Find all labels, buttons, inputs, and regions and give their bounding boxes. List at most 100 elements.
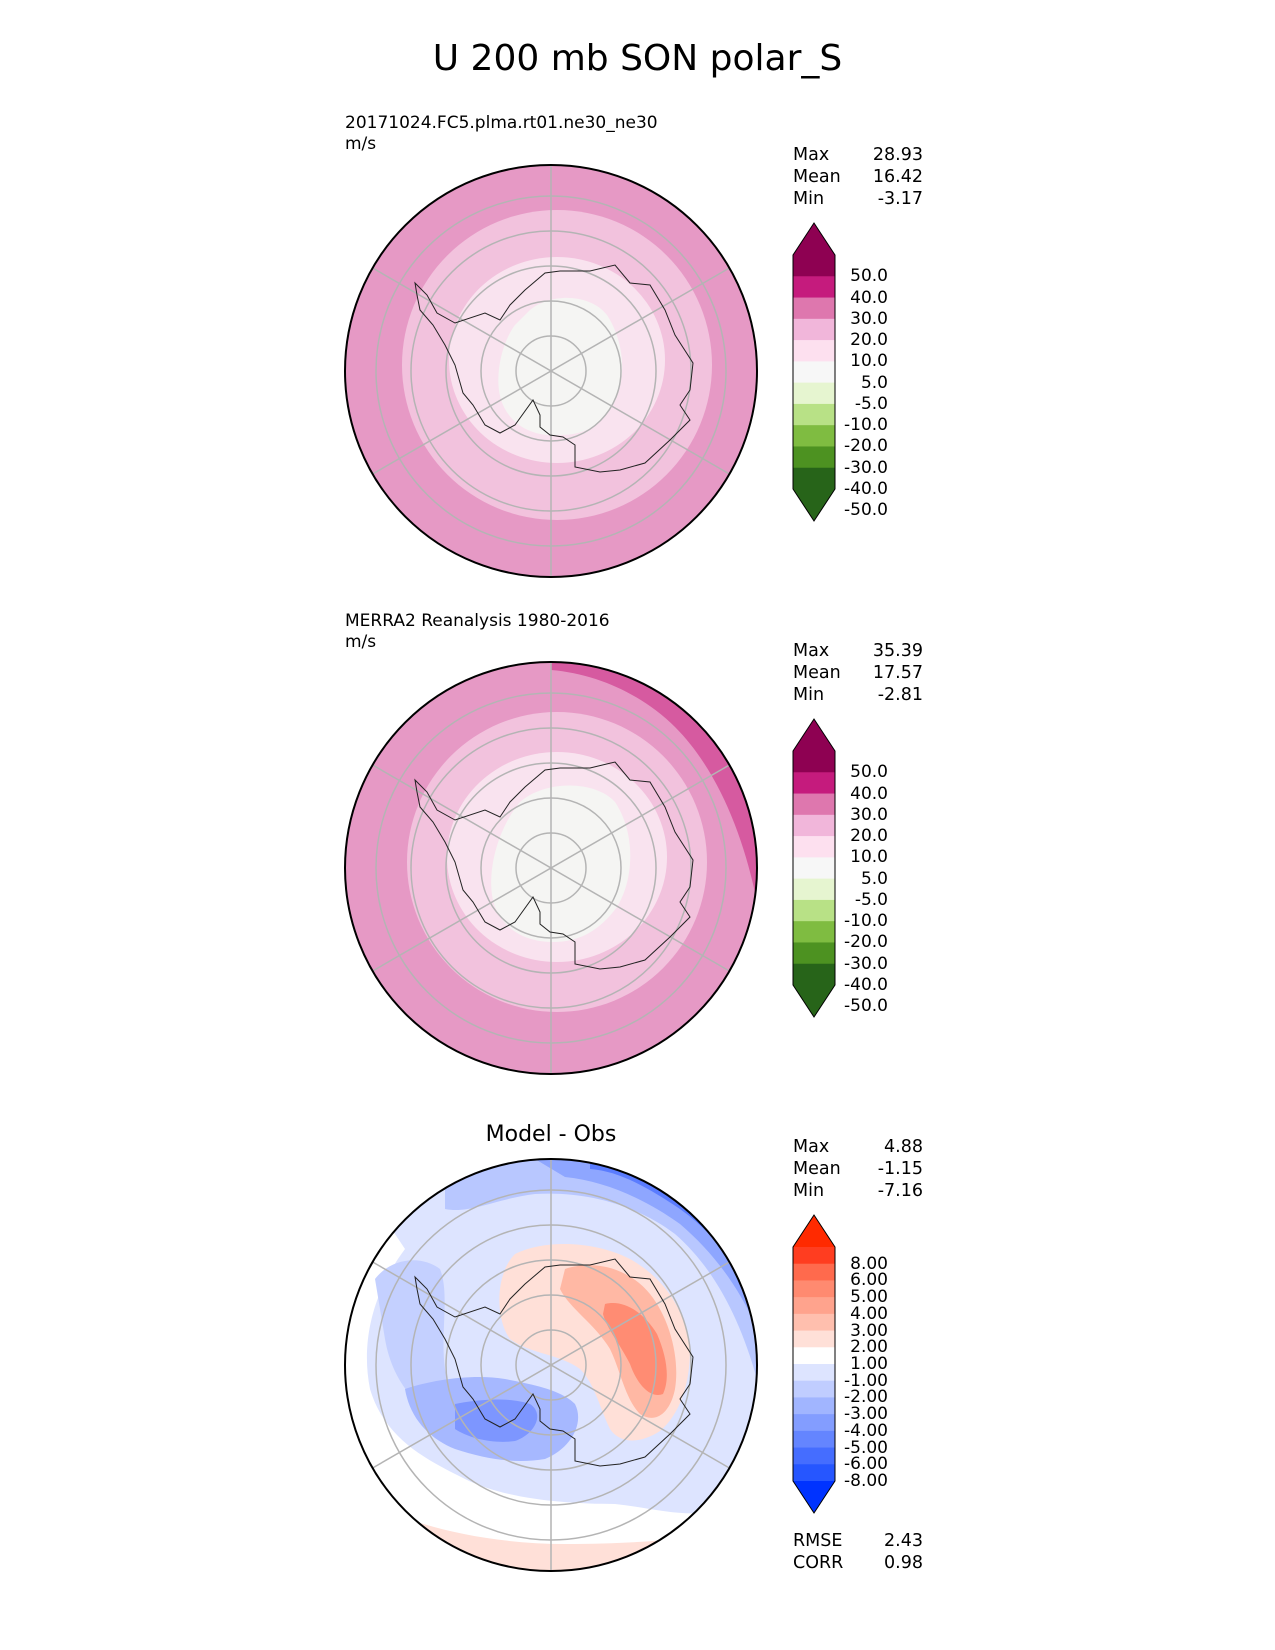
panel-2-case-label: MERRA2 Reanalysis 1980-2016 m/s xyxy=(345,611,610,653)
colorbar-segment xyxy=(793,1397,835,1415)
colorbar-tick-label: -8.00 xyxy=(844,1471,888,1491)
panel-2-stat-min: -2.81 xyxy=(877,685,923,705)
colorbar-segment xyxy=(793,836,835,858)
colorbar-tick-label: 30.0 xyxy=(850,308,888,329)
colorbar-over-cap xyxy=(793,1215,835,1247)
colorbar-segment xyxy=(793,446,835,469)
colorbar-segment xyxy=(793,1364,835,1382)
colorbar-tick-label: 1.00 xyxy=(850,1354,888,1374)
figure-title: U 200 mb SON polar_S xyxy=(432,38,843,79)
colorbar-over-cap xyxy=(793,719,835,751)
colorbar-tick-label: 20.0 xyxy=(850,826,888,847)
panel-2-stat-max-label: Max xyxy=(793,641,830,661)
colorbar-tick-label: -1.00 xyxy=(844,1370,888,1391)
colorbar-segment xyxy=(793,1430,835,1449)
colorbar-segment xyxy=(793,857,835,880)
colorbar-tick-label: -20.0 xyxy=(844,932,888,953)
panel-2-stat-mean: 17.57 xyxy=(872,663,923,683)
panel-3-title: Model - Obs xyxy=(485,1122,617,1147)
colorbar-tick-label: -6.00 xyxy=(844,1454,888,1475)
colorbar-tick-label: -5.0 xyxy=(854,393,888,414)
panel-3-stats: Max 4.88 Mean -1.15 Min -7.16 xyxy=(793,1136,923,1202)
panel-2-map-border xyxy=(344,661,758,1075)
colorbar-segment xyxy=(793,403,835,426)
panel-3-metrics: RMSE 2.43 CORR 0.98 xyxy=(793,1530,923,1574)
colorbar-tick-label: 5.0 xyxy=(860,868,888,889)
colorbar-under-cap xyxy=(793,985,835,1017)
colorbar-segment xyxy=(793,878,835,901)
panel-2-stat-min-label: Min xyxy=(793,685,825,705)
panel-1-map-border xyxy=(344,164,758,578)
panel-2-stat-max: 35.39 xyxy=(872,641,923,661)
panel-3-colorbar xyxy=(792,1214,836,1514)
colorbar-segment xyxy=(793,425,835,447)
colorbar-outline xyxy=(792,222,836,522)
panel-1-stat-min-label: Min xyxy=(793,189,825,209)
colorbar-segment xyxy=(793,382,835,405)
panel-2-units: m/s xyxy=(345,632,377,652)
colorbar-tick-label: 30.0 xyxy=(850,804,888,825)
colorbar-tick-label: 50.0 xyxy=(850,266,888,287)
panel-1-case-label: 20171024.FC5.plma.rt01.ne30_ne30 m/s xyxy=(345,113,658,155)
colorbar-segment xyxy=(793,1464,835,1482)
colorbar-tick-label: -40.0 xyxy=(844,975,888,995)
colorbar-under-cap xyxy=(793,489,835,521)
panel-2-stats: Max 35.39 Mean 17.57 Min -2.81 xyxy=(793,640,923,706)
colorbar-tick-label: 50.0 xyxy=(850,762,888,783)
colorbar-segment xyxy=(793,297,835,320)
colorbar-segment xyxy=(793,340,835,362)
colorbar-tick-label: 40.0 xyxy=(850,783,888,804)
colorbar-segment xyxy=(793,467,835,490)
panel-3-stat-min-label: Min xyxy=(793,1181,825,1201)
panel-1-stats: Max 28.93 Mean 16.42 Min -3.17 xyxy=(793,144,923,210)
panel-3-contour-neg4-neg3-south xyxy=(455,1399,538,1442)
colorbar-tick-label: -50.0 xyxy=(844,996,888,1017)
colorbar-tick-label: -10.0 xyxy=(844,911,888,932)
colorbar-under-cap xyxy=(793,1481,835,1513)
colorbar-tick-label: 5.0 xyxy=(860,372,888,393)
panel-3-antarctica-coastline xyxy=(414,1258,694,1467)
panel-3-corr: 0.98 xyxy=(884,1553,923,1573)
panel-2-case-name: MERRA2 Reanalysis 1980-2016 xyxy=(345,611,610,631)
panel-3-stat-max-label: Max xyxy=(793,1137,830,1157)
colorbar-tick-label: 2.00 xyxy=(850,1337,888,1358)
panel-3-stat-mean-label: Mean xyxy=(793,1159,841,1179)
colorbar-segment xyxy=(793,1313,835,1332)
colorbar-tick-label: 4.00 xyxy=(850,1303,888,1324)
colorbar-segment xyxy=(793,814,835,837)
colorbar-segment xyxy=(793,1330,835,1348)
colorbar-over-cap xyxy=(793,223,835,255)
colorbar-segment xyxy=(793,1380,835,1398)
colorbar-segment xyxy=(793,318,835,341)
panel-2-graticule xyxy=(372,662,730,1074)
colorbar-tick-label: -10.0 xyxy=(844,415,888,436)
colorbar-tick-label: 20.0 xyxy=(850,330,888,351)
panel-1-stat-mean-label: Mean xyxy=(793,167,841,187)
panel-2-antarctica-coastline xyxy=(414,761,694,970)
colorbar-segment xyxy=(793,793,835,816)
panel-1-antarctica-coastline xyxy=(414,264,694,473)
colorbar-tick-label: -5.0 xyxy=(854,889,888,910)
colorbar-tick-label: -3.00 xyxy=(844,1404,888,1425)
colorbar-segment xyxy=(793,255,835,277)
colorbar-tick-label: 5.00 xyxy=(850,1287,888,1308)
colorbar-segment xyxy=(793,1347,835,1365)
panel-1-polar-map xyxy=(344,164,758,578)
colorbar-tick-label: -4.00 xyxy=(844,1420,888,1441)
colorbar-tick-label: -30.0 xyxy=(844,457,888,478)
colorbar-segment xyxy=(793,1414,835,1432)
panel-3-rmse-label: RMSE xyxy=(793,1531,843,1551)
colorbar-tick-label: -5.00 xyxy=(844,1437,888,1458)
colorbar-tick-label: -30.0 xyxy=(844,953,888,974)
panel-3-stat-max: 4.88 xyxy=(884,1137,923,1157)
panel-2-contour-neg5-5 xyxy=(491,785,631,942)
panel-3-stat-mean: -1.15 xyxy=(877,1159,923,1179)
colorbar-segment xyxy=(793,942,835,965)
panel-2-polar-map xyxy=(344,661,758,1075)
colorbar-tick-label: -2.00 xyxy=(844,1387,888,1408)
colorbar-segment xyxy=(793,276,835,299)
panel-1-contour-neg5-5 xyxy=(498,297,623,436)
colorbar-tick-label: 8.00 xyxy=(850,1253,888,1274)
colorbar-segment xyxy=(793,361,835,384)
panel-3-rmse: 2.43 xyxy=(884,1531,923,1551)
